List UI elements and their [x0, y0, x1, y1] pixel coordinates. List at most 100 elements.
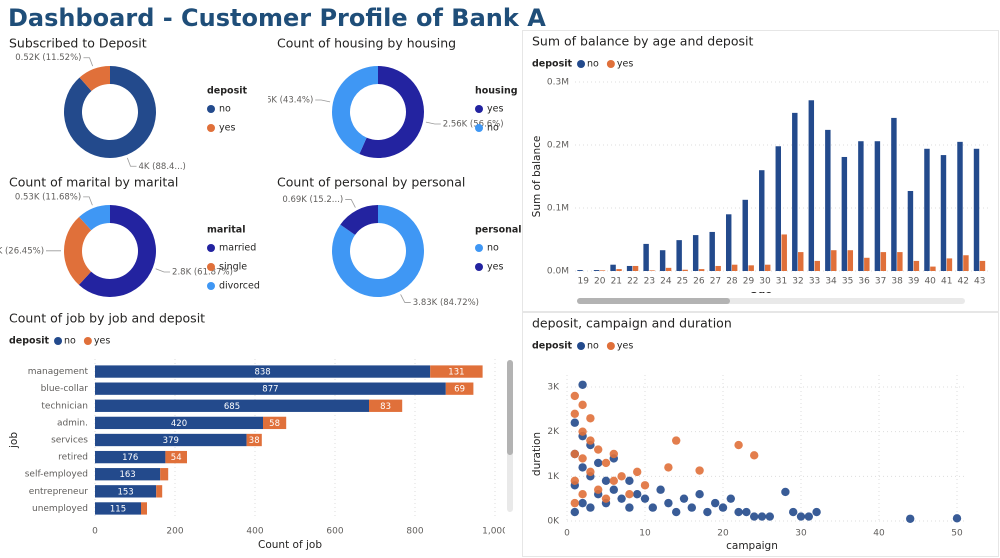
chart-panel: Count of personal by personal 3.83K (84.7… [277, 175, 522, 308]
bar [798, 252, 804, 271]
x-tick-label: 32 [792, 277, 803, 287]
data-label: 38 [249, 436, 260, 446]
legend-marker [207, 105, 215, 113]
scatter-point [578, 463, 587, 472]
scrollbar-thumb[interactable] [507, 360, 513, 455]
data-label: 4K (88.4...) [139, 162, 186, 172]
bar [831, 250, 837, 271]
y-axis-label: Sum of balance [531, 136, 543, 218]
bar [963, 255, 969, 271]
donut-slice [340, 205, 378, 235]
y-tick-label: 0.3M [547, 78, 569, 88]
panel-frame [522, 30, 999, 312]
scatter-point [640, 481, 650, 490]
x-tick-label: 0 [92, 527, 98, 537]
bar [759, 170, 765, 271]
bar [979, 260, 986, 271]
scatter-point [664, 498, 673, 508]
scrollbar[interactable] [577, 298, 965, 304]
legend-marker [606, 342, 615, 350]
legend-title: personal [475, 225, 522, 236]
data-label: 1.96K (43.4%) [268, 95, 313, 105]
legend-label: yes [617, 59, 633, 70]
scatter-point [952, 514, 962, 523]
x-tick-label: 20 [594, 277, 606, 287]
data-label: 69 [454, 385, 465, 395]
bar-segment [95, 433, 247, 447]
y-tick-label: 2K [547, 427, 560, 437]
bar [808, 100, 815, 272]
bar-segment [141, 502, 147, 515]
legend-title: deposit [9, 336, 49, 347]
scatter-point [609, 485, 618, 494]
x-tick-label: 400 [246, 527, 263, 537]
chart-title: Count of personal by personal [277, 175, 465, 190]
scatter-point [570, 391, 579, 401]
bar [946, 258, 953, 271]
bar [841, 156, 848, 271]
x-axis-label: age [751, 289, 773, 293]
scatter-point [625, 503, 634, 512]
legend-title: deposit [532, 341, 572, 352]
scatter-point [687, 503, 696, 512]
scatter-point [672, 507, 681, 517]
data-label: 176 [122, 453, 138, 463]
scatter-point [578, 400, 587, 410]
x-tick-label: 27 [710, 277, 721, 287]
legend-marker [83, 337, 92, 345]
scatter-point [617, 472, 626, 481]
scatter-point [734, 440, 743, 450]
data-label: 153 [117, 487, 133, 497]
x-tick-label: 25 [677, 277, 688, 287]
scatter-point [570, 476, 579, 485]
data-label: 685 [224, 402, 240, 412]
scrollbar-thumb[interactable] [577, 298, 730, 304]
y-tick-label: entrepreneur [29, 487, 89, 497]
scatter-point [695, 490, 704, 499]
scatter-point [578, 454, 587, 463]
bar [940, 155, 947, 271]
x-tick-label: 1,000 [482, 527, 505, 537]
y-tick-label: 0K [547, 517, 560, 527]
donut-slice [79, 205, 110, 231]
scatter-point [695, 466, 704, 475]
legend-label: no [587, 59, 599, 70]
x-tick-label: 21 [611, 277, 622, 287]
data-label: 83 [380, 402, 391, 412]
leader-line [425, 121, 441, 125]
y-tick-label: 1K [547, 472, 560, 482]
bar-segment [263, 416, 287, 430]
scatter-point [586, 436, 595, 445]
scatter-point [594, 445, 603, 454]
x-tick-label: 38 [891, 277, 903, 287]
x-tick-label: 0 [564, 529, 570, 539]
bar-segment [165, 450, 187, 464]
scatter-point [586, 503, 595, 512]
legend-label: no [219, 104, 231, 115]
chart-title: Sum of balance by age and deposit [532, 34, 753, 49]
bar [577, 270, 583, 271]
x-tick-label: 28 [726, 277, 738, 287]
scatter-point [586, 467, 595, 477]
x-tick-label: 800 [406, 527, 423, 537]
y-tick-label: retired [58, 453, 88, 463]
x-axis-label: Count of job [258, 539, 322, 551]
scatter-point [757, 512, 767, 521]
scatter-point [812, 507, 821, 517]
x-tick-label: 24 [660, 277, 672, 287]
legend-title: deposit [207, 86, 247, 97]
scatter-point [594, 485, 603, 494]
x-tick-label: 31 [776, 277, 787, 287]
bar [907, 190, 914, 271]
x-tick-label: 10 [639, 529, 651, 539]
x-tick-label: 39 [908, 277, 920, 287]
legend-marker [606, 60, 615, 68]
bar [742, 199, 748, 271]
donut-slice [359, 66, 424, 158]
legend-label: yes [487, 104, 503, 115]
chart-panel: Sum of balance by age and deposit deposit… [531, 34, 988, 293]
scatter-point [679, 494, 689, 503]
bar [825, 129, 831, 271]
bar [924, 148, 930, 271]
bar-segment [95, 399, 369, 412]
